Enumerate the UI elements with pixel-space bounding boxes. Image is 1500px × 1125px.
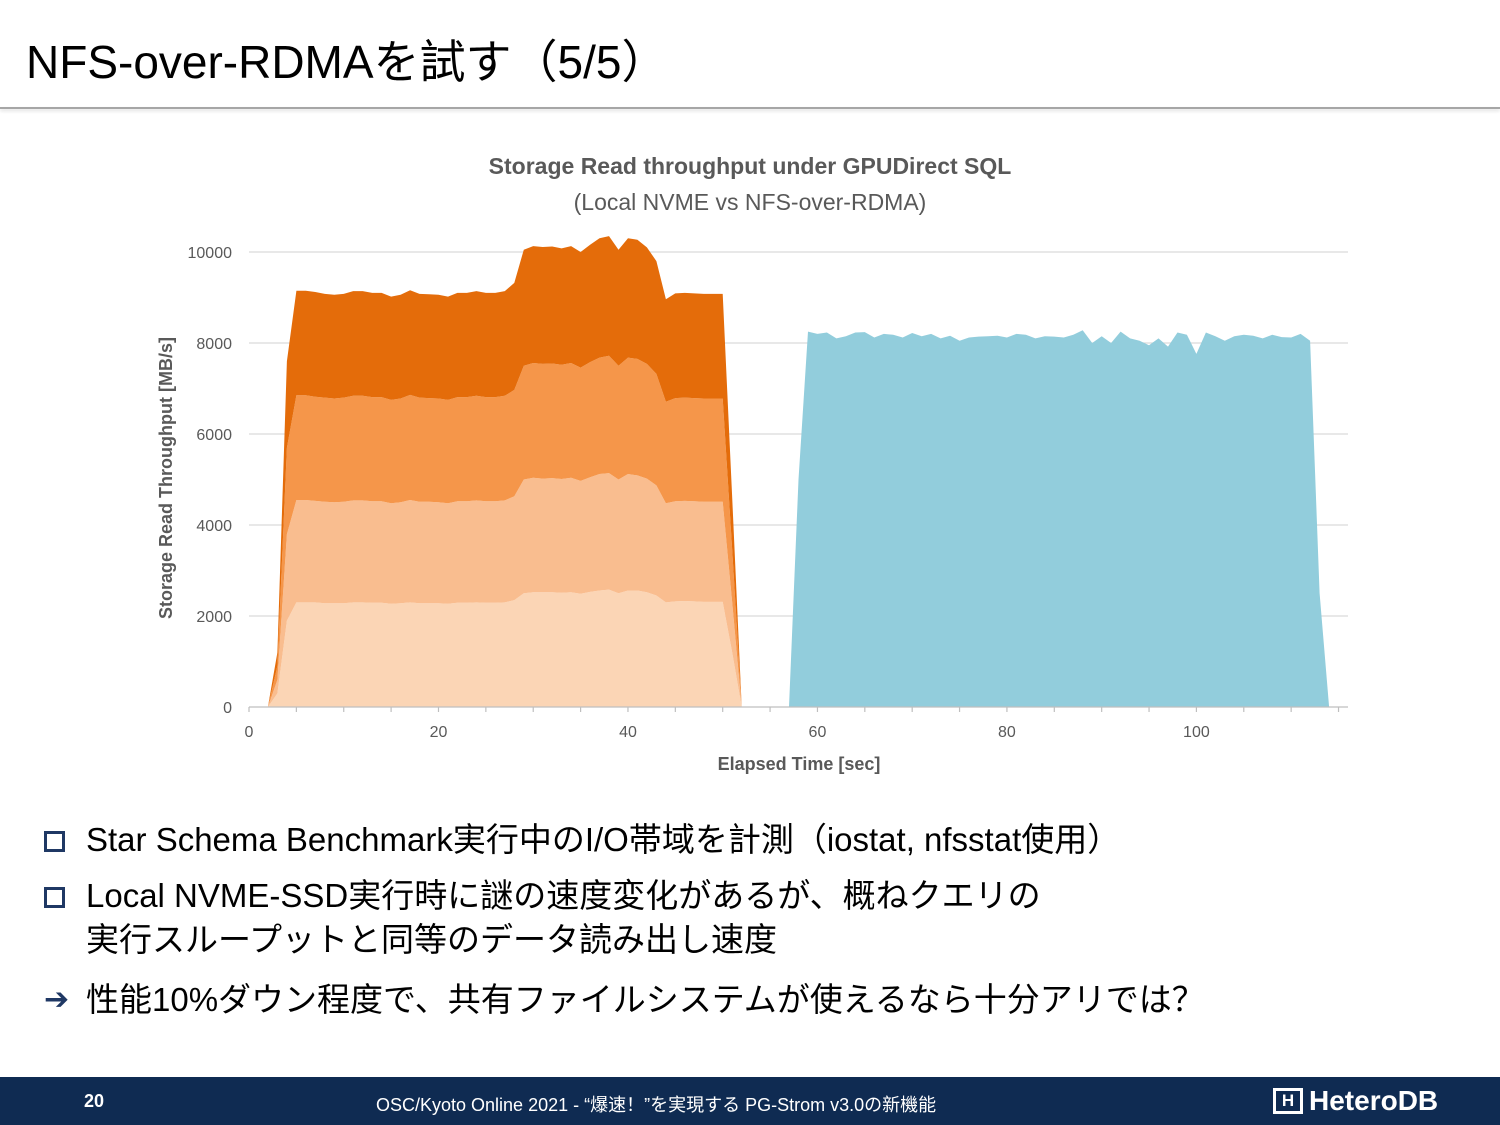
local-nvme-area <box>267 236 742 707</box>
page-number: 20 <box>84 1091 105 1111</box>
bullet-text: Star Schema Benchmark実行中のI/O帯域を計測（iostat… <box>86 821 1121 858</box>
logo-text: HeteroDB <box>1309 1085 1439 1116</box>
chart-title: Storage Read throughput under GPUDirect … <box>489 153 1012 179</box>
local-nvme-area <box>267 589 742 707</box>
title-divider <box>0 107 1500 109</box>
logo-mark-icon: H <box>1273 1088 1303 1114</box>
y-tick-label: 8000 <box>196 336 232 353</box>
conclusion: ➔ 性能10%ダウン程度で、共有ファイルシステムが使えるなら十分アリでは？ <box>44 978 1464 1022</box>
bullet-item: Star Schema Benchmark実行中のI/O帯域を計測（iostat… <box>44 818 1464 862</box>
y-tick-label: 6000 <box>196 427 232 444</box>
footer-bar: 20 OSC/Kyoto Online 2021 - “爆速！”を実現する PG… <box>0 1077 1500 1125</box>
square-bullet-icon <box>44 831 65 852</box>
bullet-list: Star Schema Benchmark実行中のI/O帯域を計測（iostat… <box>44 818 1464 1022</box>
local-nvme-area <box>267 473 742 707</box>
bullet-text: 実行スループットと同等のデータ読み出し速度 <box>86 921 778 958</box>
local-nvme-area <box>267 355 742 707</box>
right-arrow-icon: ➔ <box>44 983 70 1016</box>
throughput-chart: Storage Read throughput under GPUDirect … <box>156 153 1348 774</box>
conclusion-text: 性能10%ダウン程度で、共有ファイルシステムが使えるなら十分アリでは？ <box>86 981 1205 1018</box>
nfs-over-rdma-area <box>789 330 1330 707</box>
chart-subtitle: (Local NVME vs NFS-over-RDMA) <box>574 189 927 215</box>
square-bullet-icon <box>44 887 65 908</box>
y-tick-label: 2000 <box>196 609 232 626</box>
footer-text: OSC/Kyoto Online 2021 - “爆速！”を実現する PG-St… <box>376 1095 937 1115</box>
heterodb-logo: H HeteroDB <box>1273 1085 1438 1117</box>
x-axis-label: Elapsed Time [sec] <box>718 754 881 774</box>
x-tick-label: 0 <box>245 724 254 741</box>
x-tick-label: 20 <box>430 724 448 741</box>
y-axis-label: Storage Read Throughput [MB/s] <box>156 337 176 619</box>
plot-areas <box>267 236 1330 707</box>
x-tick-label: 80 <box>998 724 1016 741</box>
x-tick-label: 60 <box>809 724 827 741</box>
y-tick-label: 10000 <box>188 245 233 262</box>
slide-title: NFS-over-RDMAを試す（5/5） <box>26 36 668 88</box>
axes: 0 2000 4000 6000 8000 10000 0 20 40 60 80 100 <box>188 245 1348 741</box>
bullet-text: Local NVME-SSD実行時に謎の速度変化があるが、概ねクエリの <box>86 877 1041 914</box>
x-tick-label: 100 <box>1183 724 1210 741</box>
x-tick-label: 40 <box>619 724 637 741</box>
y-tick-label: 4000 <box>196 518 232 535</box>
y-tick-label: 0 <box>223 700 232 717</box>
bullet-item: Local NVME-SSD実行時に謎の速度変化があるが、概ねクエリの 実行スル… <box>44 874 1464 962</box>
